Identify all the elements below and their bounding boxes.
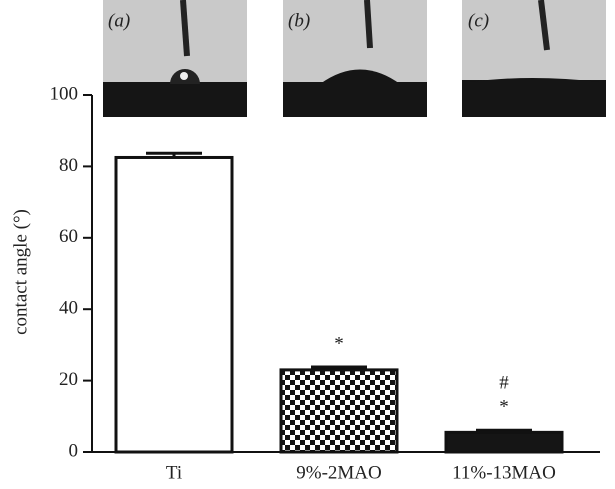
chart: (a) (b) (c) contact angle (°) 0 20 40 60 80 1… bbox=[0, 0, 615, 489]
page: {"chart_data": {"type": "bar", "y_label"… bbox=[0, 0, 615, 489]
y-tick-label: 40 bbox=[59, 298, 78, 319]
y-axis-label: contact angle (°) bbox=[10, 209, 31, 335]
y-tick-label: 60 bbox=[59, 226, 78, 247]
significance-label: * bbox=[499, 397, 509, 418]
inset-b: (b) bbox=[283, 0, 427, 117]
y-tick-label: 100 bbox=[50, 83, 79, 104]
significance-label: * bbox=[334, 333, 344, 354]
y-tick-label: 80 bbox=[59, 155, 78, 176]
inset-a: (a) bbox=[103, 0, 247, 117]
y-tick-label: 0 bbox=[69, 440, 79, 461]
bar bbox=[281, 370, 397, 452]
inset-label: (c) bbox=[468, 10, 489, 31]
bar bbox=[446, 432, 562, 452]
x-tick-label: 9%-2MAO bbox=[296, 462, 382, 483]
inset-label: (a) bbox=[108, 10, 130, 31]
significance-label: # bbox=[499, 373, 509, 394]
x-tick-label: Ti bbox=[166, 462, 182, 483]
y-tick-label: 20 bbox=[59, 369, 78, 390]
x-tick-label: 11%-13MAO bbox=[452, 462, 556, 483]
bar bbox=[116, 157, 232, 452]
inset-c: (c) bbox=[462, 0, 606, 117]
inset-label: (b) bbox=[288, 10, 310, 31]
